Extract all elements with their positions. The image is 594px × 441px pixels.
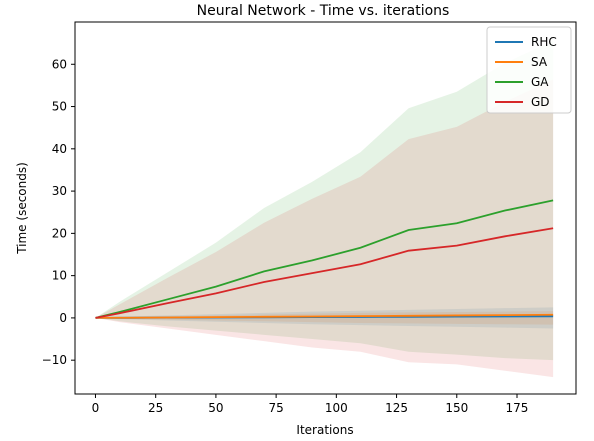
legend-label-sa: SA [531, 55, 548, 69]
y-tick-label: 30 [52, 184, 67, 198]
y-tick-label: 50 [52, 100, 67, 114]
y-axis-label: Time (seconds) [15, 162, 29, 255]
y-axis-ticks: −10 0 10 20 30 40 50 60 [42, 57, 75, 367]
line-ga [95, 199, 554, 319]
x-tick-label: 100 [325, 401, 348, 415]
x-tick-label: 0 [92, 401, 100, 415]
legend: RHC SA GA GD [486, 26, 572, 114]
x-tick-label: 175 [506, 401, 529, 415]
y-tick-label: 0 [59, 311, 67, 325]
x-tick-label: 75 [268, 401, 283, 415]
legend-label-gd: GD [531, 95, 550, 109]
x-tick-label: 125 [385, 401, 408, 415]
series-lines [95, 199, 554, 319]
x-axis-label: Iterations [296, 423, 353, 437]
y-tick-label: 40 [52, 142, 67, 156]
chart-title: Neural Network - Time vs. iterations [197, 3, 450, 19]
x-tick-label: 25 [148, 401, 163, 415]
y-tick-label: 60 [52, 57, 67, 71]
x-axis-ticks: 0 25 50 75 100 125 150 175 [92, 394, 529, 415]
line-sa [95, 313, 554, 319]
y-tick-label: −10 [42, 353, 67, 367]
plot-frame [74, 21, 577, 395]
line-gd [95, 227, 554, 319]
band-gd [95, 79, 554, 378]
y-tick-label: 20 [52, 226, 67, 240]
y-tick-label: 10 [52, 269, 67, 283]
x-tick-label: 50 [208, 401, 223, 415]
legend-box [486, 26, 572, 114]
x-tick-label: 150 [445, 401, 468, 415]
legend-label-ga: GA [531, 75, 549, 89]
confidence-bands [95, 40, 554, 378]
band-ga [95, 40, 554, 361]
legend-label-rhc: RHC [531, 35, 557, 49]
